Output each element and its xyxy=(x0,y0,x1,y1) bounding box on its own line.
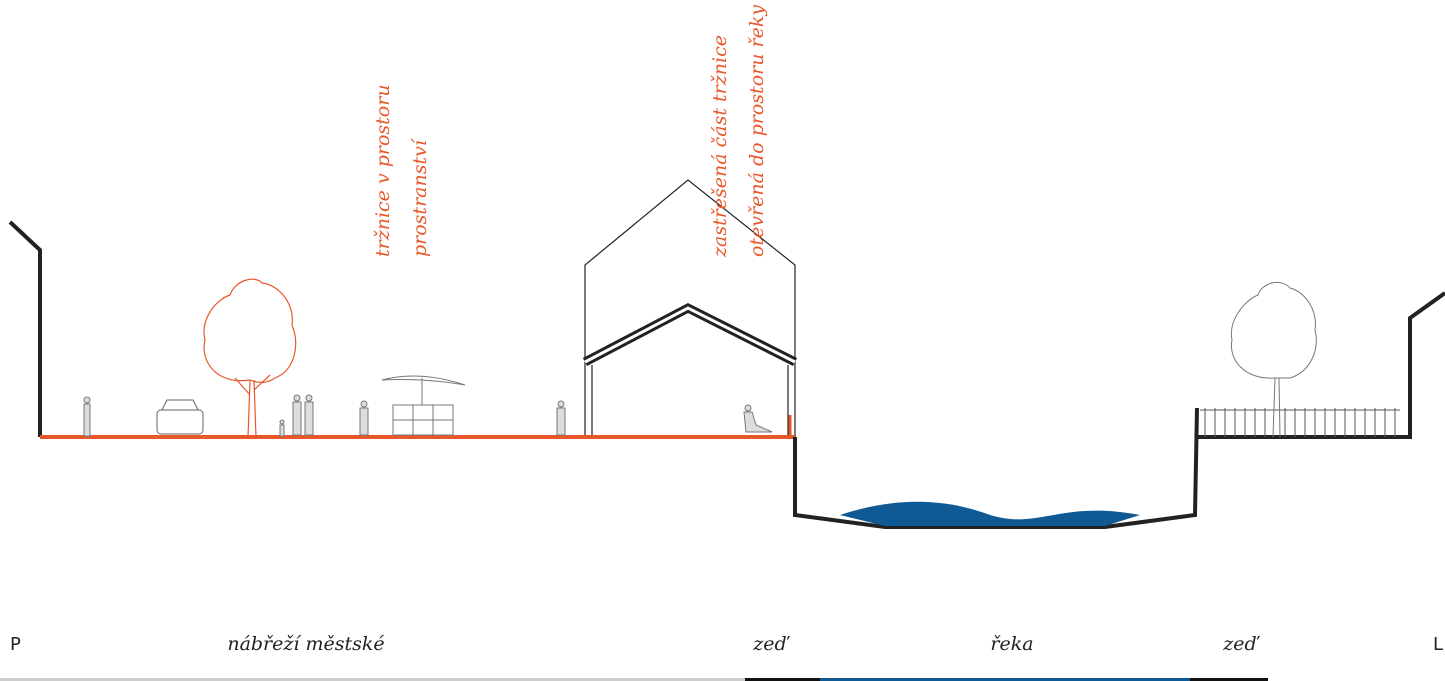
pavilion-roof-inner xyxy=(584,306,796,364)
annotation: prostranství xyxy=(409,137,431,257)
people xyxy=(83,394,773,437)
water xyxy=(840,501,1140,526)
zone-label: řeka xyxy=(990,633,1033,655)
annotation: otevřená do prostoru řeky xyxy=(746,5,768,257)
annotation: zastřešená část tržnice xyxy=(709,35,731,258)
zone-label: nábřeží městské xyxy=(227,633,384,655)
side-label: L xyxy=(1433,634,1443,655)
annotation: tržnice v prostoru xyxy=(372,84,394,257)
zone-label: zeď xyxy=(752,633,790,655)
zone-bar xyxy=(820,678,1190,681)
tree xyxy=(203,278,297,438)
fence xyxy=(1200,408,1400,437)
river-channel xyxy=(793,407,1199,529)
zone-bar xyxy=(745,678,820,681)
left-building xyxy=(8,220,42,437)
tree xyxy=(1230,281,1317,438)
pavilion-outline xyxy=(584,179,796,437)
pavilion-roof xyxy=(582,302,798,367)
market-stall xyxy=(381,375,466,436)
zone-bar xyxy=(0,678,745,681)
side-label: P xyxy=(10,634,21,655)
right-building xyxy=(1197,291,1445,439)
zone-label: zeď xyxy=(1222,633,1260,655)
zone-bar xyxy=(1190,678,1268,681)
car xyxy=(156,399,204,435)
